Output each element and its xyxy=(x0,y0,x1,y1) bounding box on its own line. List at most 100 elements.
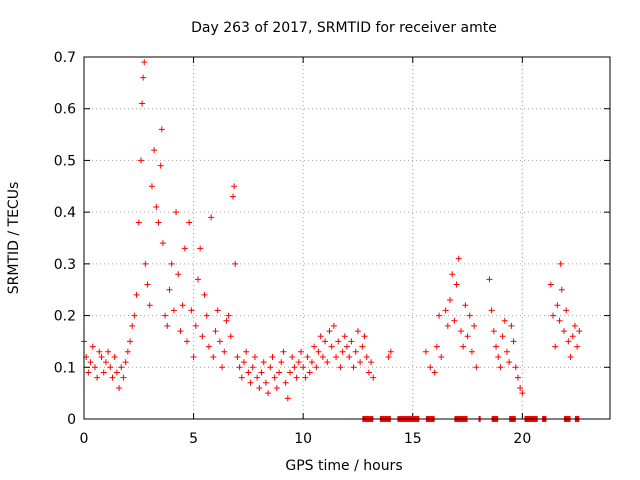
data-point xyxy=(547,281,554,288)
data-point xyxy=(155,219,162,226)
data-point xyxy=(184,338,191,345)
y-tick-label: 0.1 xyxy=(54,360,76,376)
data-point xyxy=(216,338,223,345)
data-point xyxy=(269,353,276,360)
data-point xyxy=(139,100,146,107)
data-point xyxy=(453,281,460,288)
chart-title: Day 263 of 2017, SRMTID for receiver amt… xyxy=(191,20,497,36)
data-point xyxy=(238,374,245,381)
data-point xyxy=(190,353,197,360)
data-point xyxy=(488,307,495,314)
data-point xyxy=(247,379,254,386)
data-point xyxy=(567,353,574,360)
data-point xyxy=(225,312,232,319)
data-point xyxy=(287,369,294,376)
x-tick-label: 20 xyxy=(513,431,531,447)
data-point xyxy=(315,348,322,355)
data-point xyxy=(98,353,105,360)
data-point xyxy=(291,364,298,371)
data-point xyxy=(113,369,120,376)
data-point xyxy=(550,312,557,319)
data-point xyxy=(508,322,515,329)
data-point xyxy=(493,343,500,350)
data-point xyxy=(462,302,469,309)
data-point xyxy=(333,353,340,360)
y-tick-label: 0.4 xyxy=(54,205,76,221)
data-point xyxy=(576,328,583,335)
data-point xyxy=(133,291,140,298)
data-point xyxy=(223,317,230,324)
data-point xyxy=(466,312,473,319)
data-point xyxy=(365,369,372,376)
data-point xyxy=(102,359,109,366)
data-point xyxy=(105,348,112,355)
data-point xyxy=(368,359,375,366)
data-point xyxy=(348,338,355,345)
data-point xyxy=(311,343,318,350)
data-point xyxy=(359,343,366,350)
data-point xyxy=(557,260,564,267)
data-point xyxy=(243,348,250,355)
data-point xyxy=(166,286,173,293)
data-point xyxy=(234,353,241,360)
data-point xyxy=(179,302,186,309)
data-point xyxy=(91,364,98,371)
data-point xyxy=(271,374,278,381)
data-point xyxy=(173,209,180,216)
data-point xyxy=(231,183,238,190)
data-point xyxy=(249,364,256,371)
data-point xyxy=(574,343,581,350)
data-point xyxy=(433,343,440,350)
data-point xyxy=(273,384,280,391)
data-point xyxy=(495,353,502,360)
data-point xyxy=(140,74,147,81)
grid-lines xyxy=(84,57,610,419)
y-tick-label: 0.2 xyxy=(54,309,76,325)
data-point xyxy=(122,359,129,366)
data-point xyxy=(341,333,348,340)
data-point xyxy=(455,255,462,262)
data-point xyxy=(308,359,315,366)
data-point xyxy=(517,384,524,391)
data-point xyxy=(188,307,195,314)
data-point xyxy=(135,219,142,226)
data-point xyxy=(451,317,458,324)
x-tick-label: 0 xyxy=(80,431,89,447)
y-tick-label: 0.5 xyxy=(54,153,76,169)
axis-ticks: 0 5 10 15 20 0 0.1 0.2 0.3 0.4 0.5 0.6 0.7 xyxy=(54,50,610,447)
data-point xyxy=(227,333,234,340)
data-point xyxy=(107,364,114,371)
data-point xyxy=(460,343,467,350)
data-point xyxy=(131,312,138,319)
data-point xyxy=(506,359,513,366)
data-point xyxy=(186,219,193,226)
data-point xyxy=(159,240,166,247)
data-point xyxy=(205,343,212,350)
data-point xyxy=(201,291,208,298)
data-point xyxy=(96,348,103,355)
data-point xyxy=(116,384,123,391)
data-point xyxy=(350,364,357,371)
data-point xyxy=(471,322,478,329)
data-point xyxy=(497,364,504,371)
data-point xyxy=(251,353,258,360)
data-point xyxy=(118,364,125,371)
data-point xyxy=(240,359,247,366)
data-point xyxy=(181,245,188,252)
data-point xyxy=(339,348,346,355)
y-tick-label: 0.7 xyxy=(54,50,76,66)
data-point xyxy=(306,369,313,376)
data-point xyxy=(370,374,377,381)
y-tick-label: 0 xyxy=(67,412,76,428)
data-point xyxy=(177,328,184,335)
data-point xyxy=(262,379,269,386)
data-points xyxy=(81,59,583,402)
data-point xyxy=(427,364,434,371)
data-point xyxy=(151,147,158,154)
data-point xyxy=(473,364,480,371)
data-point xyxy=(164,322,171,329)
data-point xyxy=(361,333,368,340)
data-point xyxy=(87,359,94,366)
data-point xyxy=(221,348,228,355)
